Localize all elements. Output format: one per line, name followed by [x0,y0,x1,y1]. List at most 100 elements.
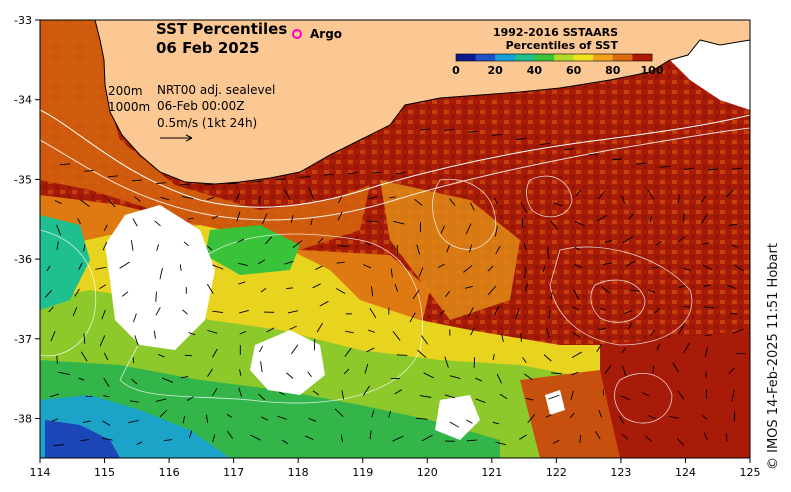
current-arrow-icon [236,211,241,222]
current-arrow-icon [237,238,245,243]
current-legend-line3: 0.5m/s (1kt 24h) [157,116,257,130]
current-arrow-icon [601,286,610,294]
current-arrow-icon [548,394,560,400]
sealevel-contour-1 [119,233,423,404]
current-arrow-icon [683,167,695,170]
current-arrow-icon [341,390,345,400]
current-arrow-icon [496,373,503,384]
current-arrow-icon [336,288,346,294]
current-arrow-icon [545,414,552,418]
current-arrow-icon [727,284,736,290]
current-arrow-icon [212,310,224,313]
current-arrow-icon [258,393,266,401]
sealevel-contour-6 [432,178,496,250]
current-arrow-icon [553,202,563,207]
colorbar-tick-label: 40 [527,64,543,77]
current-arrow-icon [487,265,494,272]
current-arrow-icon [495,441,507,446]
current-arrow-icon [369,430,372,440]
current-arrow-icon [56,355,58,364]
current-arrow-icon [59,163,71,166]
current-arrow-icon [238,387,242,397]
x-tick-label: 117 [223,466,244,479]
current-arrow-icon [659,165,671,168]
x-tick-label: 119 [352,466,373,479]
argo-marker-icon [292,29,302,39]
current-arrow-icon [469,202,475,211]
current-arrow-icon [587,153,599,156]
current-arrow-icon [95,266,107,270]
current-scale-arrow-icon [160,134,193,142]
current-arrow-icon [524,267,527,278]
current-arrow-icon [368,329,376,333]
sst-region-orange-east [380,180,520,320]
current-arrow-icon [155,291,157,302]
current-arrow-icon [596,214,608,222]
current-arrow-icon [552,439,560,445]
current-arrow-icon [394,389,402,395]
current-arrow-icon [618,415,625,424]
colorbar-tick-label: 60 [566,64,582,77]
current-arrow-icon [258,345,263,353]
current-arrow-icon [621,433,629,440]
current-arrow-icon [336,261,345,264]
credit-label: © IMOS 14-Feb-2025 11:51 Hobart [766,243,781,470]
current-arrow-icon [159,267,163,280]
current-arrow-icon [704,306,715,309]
colorbar-segment [612,54,633,61]
current-arrow-icon [134,335,139,346]
current-arrow-icon [527,414,536,424]
colorbar-segment [593,54,614,61]
current-arrow-icon [275,178,287,181]
current-arrow-icon [340,434,344,443]
current-arrow-icon [729,223,738,226]
current-arrow-icon [701,214,708,224]
current-arrow-icon [290,344,299,355]
current-arrow-icon [415,417,428,420]
current-arrow-icon [677,390,685,400]
colorbar-segment [495,54,516,61]
current-arrow-icon [212,434,216,443]
current-arrow-icon [421,434,433,442]
current-arrow-icon [207,368,213,377]
current-arrow-icon [594,430,601,440]
current-arrow-icon [101,309,106,320]
current-arrow-icon [649,216,653,223]
current-arrow-icon [419,395,432,398]
contour-legend-1000m: 1000m [108,100,150,114]
current-arrow-icon [704,334,712,337]
current-arrow-icon [160,196,170,201]
current-arrow-icon [312,283,321,289]
current-arrow-icon [77,218,81,224]
x-tick-label: 124 [675,466,696,479]
current-arrow-icon [392,331,401,341]
x-tick-label: 120 [417,466,438,479]
current-arrow-icon [728,367,735,374]
current-arrow-icon [611,158,623,161]
current-arrow-icon [131,179,143,182]
current-arrow-icon [542,265,546,272]
y-tick-label: -35 [14,173,32,186]
current-arrow-icon [466,419,473,424]
x-tick-label: 122 [546,466,567,479]
current-arrow-icon [212,215,219,220]
sst-region-orange-southeast [520,370,620,458]
current-arrow-icon [179,183,191,186]
current-arrow-icon [575,189,582,197]
current-arrow-icon [418,267,424,278]
current-arrow-icon [445,290,451,298]
map-field [40,20,750,458]
current-arrow-icon [395,172,407,175]
current-arrow-icon [467,307,474,318]
current-arrow-icon [417,349,427,358]
current-arrow-icon [475,398,486,403]
current-arrow-icon [250,434,261,441]
current-arrow-icon [464,285,473,289]
colorbar-tick-label: 20 [488,64,504,77]
current-arrow-icon [290,215,294,224]
current-arrow-icon [656,343,661,351]
current-arrow-icon [733,411,736,422]
current-arrow-icon [121,291,129,297]
y-axis: -33 -34 -35 -36 -37 -38 [14,14,40,426]
sealevel-contour-5 [614,373,673,424]
